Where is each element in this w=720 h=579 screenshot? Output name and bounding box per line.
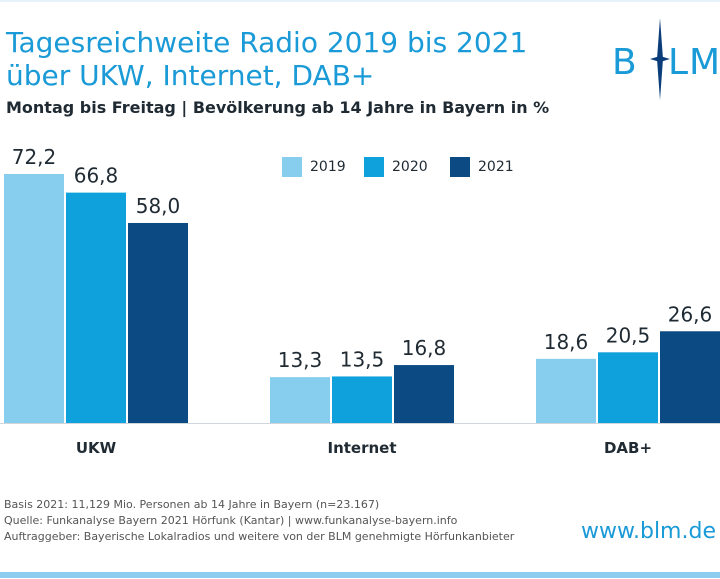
bar-internet-2020 [332,376,392,423]
legend-swatch-2020 [364,157,384,177]
data-label-dab-2020: 20,5 [606,323,651,347]
data-label-dab-2019: 18,6 [544,330,589,354]
data-label-ukw-2019: 72,2 [12,145,57,169]
bar-dab-2021 [660,331,720,423]
data-label-ukw-2020: 66,8 [74,164,119,188]
legend-item-2019: 2019 [282,157,346,177]
data-label-ukw-2021: 58,0 [136,194,181,218]
legend-item-2020: 2020 [364,157,428,177]
logo-star-icon [650,18,670,100]
footnotes: Basis 2021: 11,129 Mio. Personen ab 14 J… [4,497,514,545]
bar-internet-2019 [270,377,330,423]
bar-internet-2021 [394,365,454,423]
chart-title: Tagesreichweite Radio 2019 bis 2021 über… [6,26,566,92]
legend-swatch-2019 [282,157,302,177]
category-label-ukw: UKW [76,439,117,457]
data-label-internet-2021: 16,8 [402,336,447,360]
top-rule [0,0,720,2]
bar-ukw-2020 [66,192,126,423]
logo-letters-lm: LM [668,42,720,83]
bottom-rule [0,572,720,578]
footnote-client: Auftraggeber: Bayerische Lokalradios und… [4,530,515,543]
legend-label-2021: 2021 [478,159,514,175]
blm-logo: B LM [612,18,720,100]
logo-letter-b: B [612,42,638,83]
data-label-internet-2019: 13,3 [278,348,323,372]
legend-swatch-2021 [450,157,470,177]
data-label-dab-2021: 26,6 [668,302,713,326]
title-line-2: über UKW, Internet, DAB+ [6,59,375,92]
legend-label-2019: 2019 [310,159,346,175]
website-link[interactable]: www.blm.de [581,519,716,544]
bar-ukw-2019 [4,174,64,423]
bar-dab-2020 [598,352,658,423]
data-label-internet-2020: 13,5 [340,347,385,371]
title-line-1: Tagesreichweite Radio 2019 bis 2021 [6,26,528,59]
category-label-dab: DAB+ [604,439,652,457]
chart-subtitle: Montag bis Freitag | Bevölkerung ab 14 J… [6,98,550,117]
legend-label-2020: 2020 [392,159,428,175]
bar-dab-2019 [536,358,596,423]
legend-item-2021: 2021 [450,157,514,177]
bar-chart: 72,2 66,8 58,0 UKW 13,3 13,5 16,8 Internet 18,6 2… [0,145,720,457]
category-label-internet: Internet [327,439,396,457]
footnote-source: Quelle: Funkanalyse Bayern 2021 Hörfunk … [4,514,458,527]
footnote-basis: Basis 2021: 11,129 Mio. Personen ab 14 J… [4,498,380,511]
bar-ukw-2021 [128,222,188,423]
